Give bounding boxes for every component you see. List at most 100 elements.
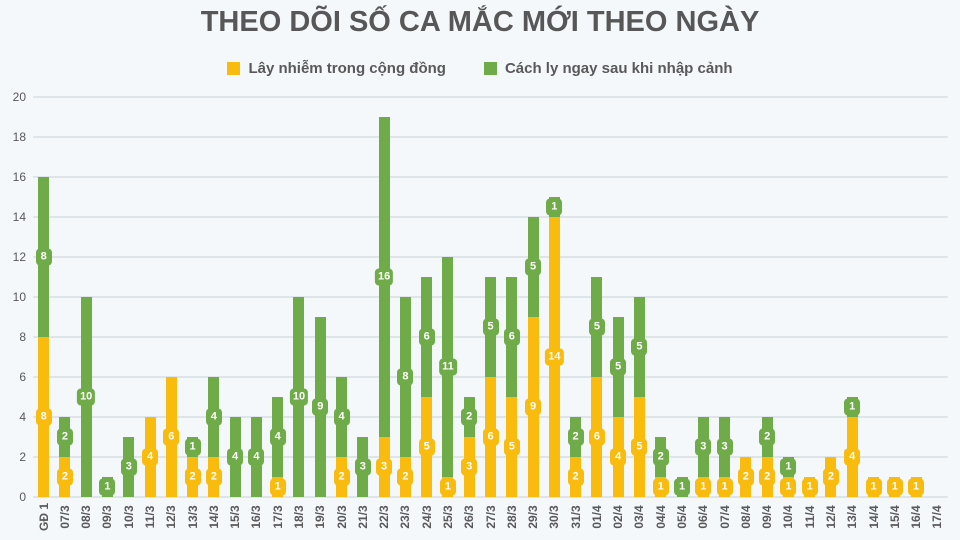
x-axis-label: 07/3: [57, 505, 72, 529]
bar-value-label: 10: [77, 388, 96, 406]
x-axis-label: 08/3: [79, 505, 94, 529]
bar-value-label: 14: [545, 348, 564, 366]
bar-value-label: 8: [35, 248, 52, 266]
x-axis-label: 14/4: [866, 505, 881, 529]
x-axis-label: 08/4: [738, 505, 753, 529]
bar-value-label: 9: [312, 398, 329, 416]
bar-value-label: 1: [439, 478, 456, 496]
x-axis-label: 29/3: [526, 505, 541, 529]
bar-value-label: 1: [780, 458, 797, 476]
gridline: [33, 216, 948, 218]
x-axis-label: 31/3: [568, 505, 583, 529]
bar-value-label: 1: [908, 478, 925, 496]
bar-value-label: 2: [333, 468, 350, 486]
y-axis-tick-label: 10: [12, 290, 26, 304]
x-axis-label: 22/3: [377, 505, 392, 529]
x-axis-label: 21/3: [355, 505, 370, 529]
y-axis-tick-label: 12: [12, 250, 26, 264]
bar-value-label: 2: [822, 468, 839, 486]
bar-value-label: 1: [99, 478, 116, 496]
bar-value-label: 11: [439, 358, 457, 376]
bar-value-label: 1: [865, 478, 882, 496]
bar-value-label: 3: [354, 458, 371, 476]
bar-value-label: 8: [35, 408, 52, 426]
x-axis-label: 04/4: [653, 505, 668, 529]
bar-value-label: 1: [695, 478, 712, 496]
x-axis-label: 09/4: [760, 505, 775, 529]
x-axis-label: 15/3: [228, 505, 243, 529]
bar-value-label: 5: [631, 338, 648, 356]
y-axis-tick-label: 0: [19, 490, 26, 504]
x-axis-label: 30/3: [547, 505, 562, 529]
x-axis-label: 25/3: [440, 505, 455, 529]
chart-title: THEO DÕI SỐ CA MẮC MỚI THEO NGÀY: [200, 6, 760, 38]
bar-value-label: 2: [567, 428, 584, 446]
bar-value-label: 1: [886, 478, 903, 496]
x-axis-label: 23/3: [398, 505, 413, 529]
bar-value-label: 6: [163, 428, 180, 446]
bar-value-label: 2: [56, 468, 73, 486]
x-axis-label: 02/4: [611, 505, 626, 529]
y-axis-tick-label: 2: [19, 450, 26, 464]
bar-value-label: 5: [610, 358, 627, 376]
legend-item-community: Lây nhiễm trong cộng đồng: [227, 60, 446, 77]
x-axis-label: 11/3: [143, 505, 158, 529]
bar-value-label: 1: [652, 478, 669, 496]
x-axis-label: 13/4: [845, 505, 860, 529]
gridline: [33, 256, 948, 258]
x-axis-label: 24/3: [419, 505, 434, 529]
gridline: [33, 176, 948, 178]
bar-value-label: 2: [184, 468, 201, 486]
bar-value-label: 1: [546, 198, 563, 216]
bar-value-label: 6: [588, 428, 605, 446]
x-axis-label: 18/3: [291, 505, 306, 529]
y-axis-tick-label: 20: [12, 90, 26, 104]
bar-value-label: 10: [289, 388, 309, 406]
bar-value-label: 5: [525, 258, 542, 276]
x-axis-label: 10/4: [781, 505, 796, 529]
bar-value-label: 5: [418, 438, 435, 456]
bar-value-label: 3: [716, 438, 733, 456]
x-axis-label: 01/4: [589, 505, 604, 529]
bar-value-label: 2: [737, 468, 754, 486]
x-axis-label: 16/4: [909, 505, 924, 529]
bar-value-label: 6: [482, 428, 499, 446]
bar-value-label: 1: [801, 478, 818, 496]
bar-value-label: 4: [227, 448, 244, 466]
bar-value-label: 2: [759, 428, 776, 446]
bar-value-label: 9: [525, 398, 542, 416]
bar-value-label: 5: [588, 318, 605, 336]
bar-value-label: 3: [461, 458, 478, 476]
bar-value-label: 16: [374, 268, 394, 286]
bar-value-label: 1: [674, 478, 690, 496]
bar-value-label: 8: [397, 368, 414, 386]
x-axis-label: 10/3: [121, 505, 136, 529]
legend-item-quarantine: Cách ly ngay sau khi nhập cảnh: [483, 60, 733, 77]
bar-value-label: 2: [567, 468, 584, 486]
bar-value-label: 5: [482, 318, 499, 336]
bar-value-label: 4: [844, 448, 861, 466]
x-axis-label: 19/3: [313, 505, 328, 529]
bar-value-label: 1: [844, 398, 861, 416]
bar-value-label: 2: [56, 428, 73, 446]
x-axis-label: 20/3: [334, 505, 349, 529]
bar-value-label: 4: [142, 448, 159, 466]
x-axis-label: 11/4: [802, 505, 817, 529]
bar-value-label: 4: [269, 428, 286, 446]
bar-value-label: 1: [184, 438, 201, 456]
bar-value-label: 3: [695, 438, 712, 456]
x-axis-label: 09/3: [100, 505, 115, 529]
x-axis-label: GĐ 1: [36, 502, 51, 532]
y-axis-tick-label: 8: [19, 330, 26, 344]
bar-value-label: 1: [780, 478, 797, 496]
x-axis-label: 16/3: [249, 505, 264, 529]
x-axis-label: 27/3: [483, 505, 498, 529]
x-axis-label: 03/4: [632, 505, 647, 529]
legend-swatch-community: [227, 62, 241, 75]
x-axis-label: 28/3: [504, 505, 519, 529]
y-axis-tick-label: 18: [12, 130, 26, 144]
bar-value-label: 2: [652, 448, 669, 466]
bar-value-label: 4: [333, 408, 350, 426]
bar-value-label: 2: [461, 408, 478, 426]
